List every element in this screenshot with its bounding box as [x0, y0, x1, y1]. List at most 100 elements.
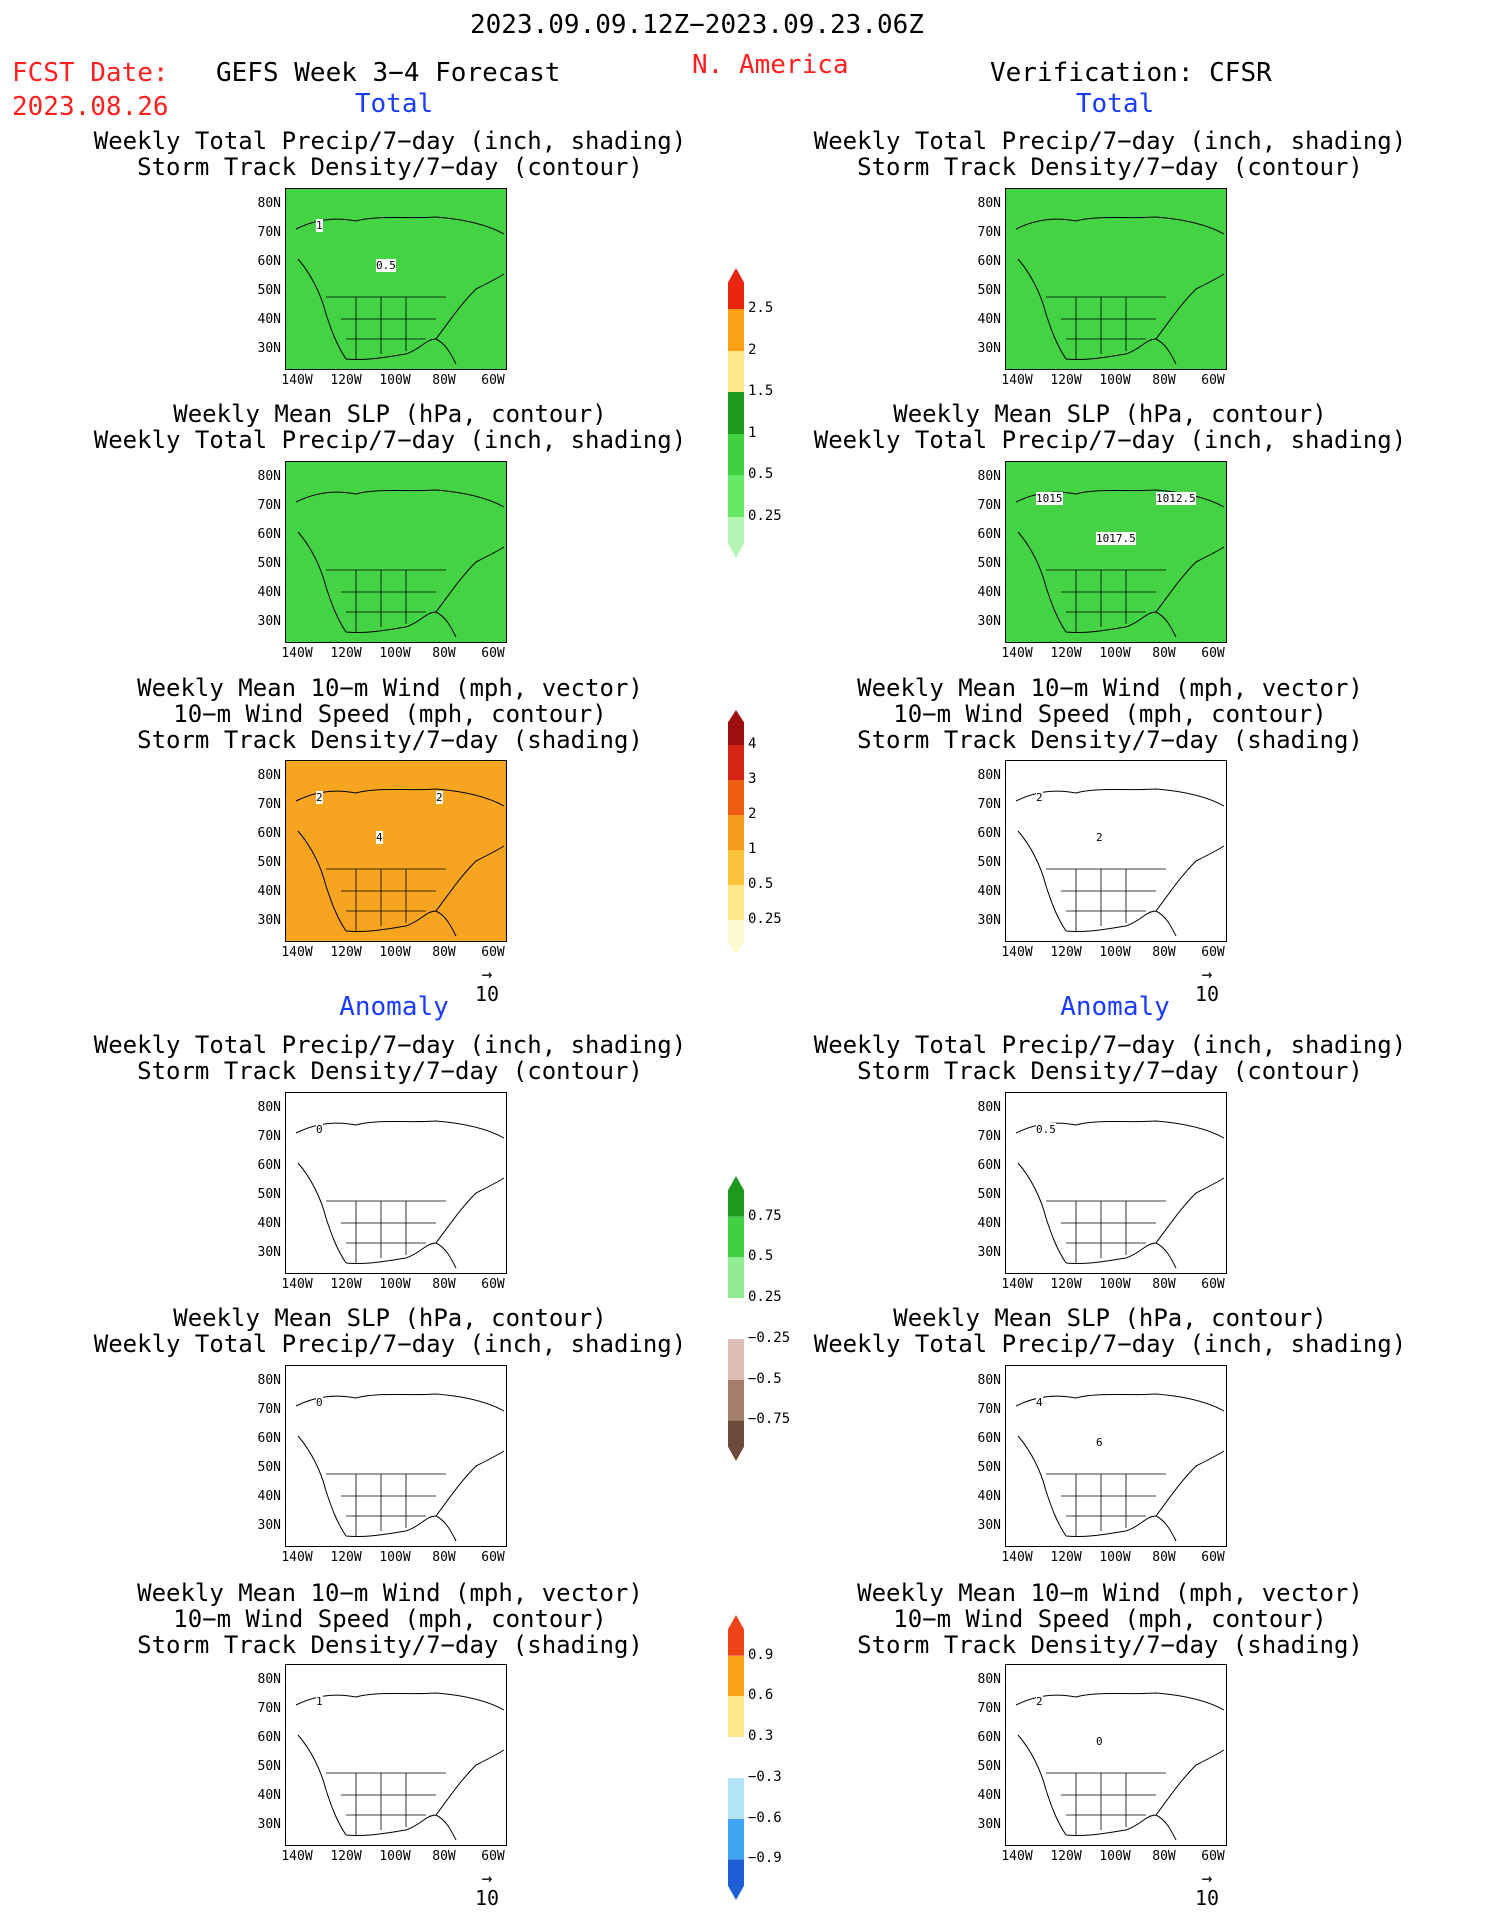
colorbar-label: 4	[748, 736, 757, 752]
map-graphic	[1006, 1366, 1226, 1546]
lat-label: 40N	[257, 1788, 281, 1803]
lat-label: 50N	[257, 1460, 281, 1475]
lon-label: 80W	[1152, 1550, 1176, 1565]
title-line: Weekly Total Precip/7−day (inch, shading…	[813, 426, 1407, 454]
lon-label: 80W	[1152, 1277, 1176, 1292]
lon-label: 100W	[379, 373, 411, 388]
lon-label: 140W	[1001, 1277, 1033, 1292]
vector-ref-r3: → 10	[1187, 966, 1227, 1007]
state-borders	[326, 1772, 446, 1835]
title-line: Weekly Total Precip/7−day (inch, shading…	[813, 1330, 1407, 1358]
colorbar-precip_anomaly	[728, 1176, 744, 1461]
colorbar-segment	[728, 1257, 744, 1299]
lat-label: 30N	[977, 341, 1001, 356]
state-borders	[1046, 1200, 1166, 1263]
region-label: N. America	[692, 50, 849, 80]
lon-label: 120W	[330, 1277, 362, 1292]
map-background	[1006, 462, 1226, 642]
lon-label: 60W	[1201, 373, 1225, 388]
map-background	[286, 1366, 506, 1546]
map-panel-r1	[1005, 188, 1227, 370]
lat-label: 70N	[257, 797, 281, 812]
lat-label: 30N	[257, 341, 281, 356]
contour-label: 0	[316, 1123, 323, 1136]
lat-label: 30N	[257, 614, 281, 629]
lat-label: 50N	[257, 556, 281, 571]
vector-ref-label: 10	[1194, 982, 1220, 1006]
vector-ref-l3: → 10	[467, 966, 507, 1007]
title-line: Weekly Mean 10−m Wind (mph, vector)	[137, 1579, 643, 1607]
map-graphic	[286, 761, 506, 941]
lon-label: 80W	[1152, 373, 1176, 388]
lon-label: 80W	[432, 373, 456, 388]
lon-label: 140W	[281, 373, 313, 388]
map-panel-r2: 1015 1017.5 1012.5	[1005, 461, 1227, 643]
lon-label: 140W	[281, 945, 313, 960]
lat-label: 80N	[257, 768, 281, 783]
panel-title-l2: Weekly Mean SLP (hPa, contour) Weekly To…	[40, 401, 740, 453]
lon-label: 60W	[481, 373, 505, 388]
map-background	[286, 462, 506, 642]
lon-label: 80W	[432, 646, 456, 661]
colorbar-segment	[728, 1176, 744, 1217]
panel-title-l5: Weekly Mean SLP (hPa, contour) Weekly To…	[40, 1305, 740, 1357]
lat-label: 80N	[977, 469, 1001, 484]
lat-label: 50N	[257, 1759, 281, 1774]
lon-label: 140W	[281, 646, 313, 661]
contour-label: 4	[1036, 1396, 1043, 1409]
panel-title-l3: Weekly Mean 10−m Wind (mph, vector) 10−m…	[40, 675, 740, 753]
colorbar-segment	[728, 433, 744, 476]
title-line: Storm Track Density/7−day (contour)	[137, 1057, 643, 1085]
lon-label: 140W	[1001, 945, 1033, 960]
map-graphic	[1006, 189, 1226, 369]
contour-label: 1	[316, 1695, 323, 1708]
coastline	[1015, 1692, 1225, 1841]
lat-label: 50N	[257, 855, 281, 870]
lat-label: 80N	[257, 1672, 281, 1687]
panel-title-r6: Weekly Mean 10−m Wind (mph, vector) 10−m…	[760, 1580, 1460, 1658]
map-graphic	[1006, 1665, 1226, 1845]
state-borders	[326, 1200, 446, 1263]
lon-label: 60W	[1201, 646, 1225, 661]
title-line: Weekly Total Precip/7−day (inch, shading…	[93, 1330, 687, 1358]
title-line: Weekly Mean SLP (hPa, contour)	[893, 1304, 1327, 1332]
lon-label: 100W	[379, 945, 411, 960]
title-line: Storm Track Density/7−day (shading)	[137, 726, 643, 754]
lat-label: 70N	[257, 225, 281, 240]
colorbar-segment	[728, 268, 744, 310]
colorbar-segment	[728, 710, 744, 745]
lon-label: 100W	[379, 1849, 411, 1864]
map-background	[286, 189, 506, 369]
title-line: Weekly Total Precip/7−day (inch, shading…	[813, 127, 1407, 155]
lon-label: 80W	[1152, 945, 1176, 960]
title-line: Storm Track Density/7−day (contour)	[857, 153, 1363, 181]
lat-label: 60N	[977, 254, 1001, 269]
map-panel-l4: 0	[285, 1092, 507, 1274]
lat-label: 60N	[977, 1431, 1001, 1446]
lon-label: 120W	[1050, 373, 1082, 388]
panel-title-l6: Weekly Mean 10−m Wind (mph, vector) 10−m…	[40, 1580, 740, 1658]
colorbar-segment	[728, 475, 744, 517]
lon-label: 100W	[379, 646, 411, 661]
contour-label: 0	[316, 1396, 323, 1409]
lat-label: 80N	[977, 1100, 1001, 1115]
lat-label: 80N	[977, 196, 1001, 211]
panel-title-l4: Weekly Total Precip/7−day (inch, shading…	[40, 1032, 740, 1084]
title-line: Weekly Mean SLP (hPa, contour)	[173, 400, 607, 428]
lat-label: 60N	[257, 254, 281, 269]
colorbar-label: 1	[748, 841, 757, 857]
lon-label: 80W	[432, 1277, 456, 1292]
map-background	[1006, 1366, 1226, 1546]
lon-label: 120W	[1050, 1849, 1082, 1864]
lon-label: 120W	[1050, 1550, 1082, 1565]
colorbar-segment	[728, 1298, 744, 1339]
coastline	[295, 216, 505, 365]
lat-label: 70N	[977, 225, 1001, 240]
lon-label: 60W	[1201, 1849, 1225, 1864]
colorbar-segment	[728, 516, 744, 558]
date-range: 2023.09.09.12Z−2023.09.23.06Z	[470, 10, 924, 40]
contour-label: 2	[436, 791, 443, 804]
lat-label: 80N	[257, 1373, 281, 1388]
colorbar-segment	[728, 745, 744, 780]
state-borders	[1046, 868, 1166, 931]
